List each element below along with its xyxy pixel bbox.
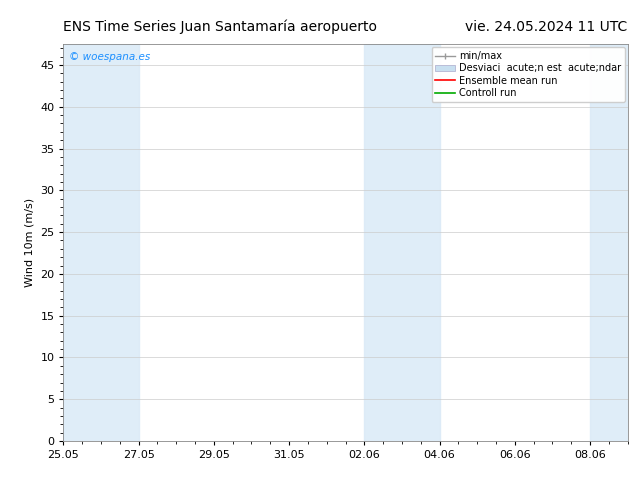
Bar: [590, 44, 628, 441]
Text: vie. 24.05.2024 11 UTC: vie. 24.05.2024 11 UTC: [465, 20, 628, 34]
Legend: min/max, Desviaci  acute;n est  acute;ndar, Ensemble mean run, Controll run: min/max, Desviaci acute;n est acute;ndar…: [432, 47, 624, 102]
Text: © woespana.es: © woespana.es: [69, 52, 150, 62]
Bar: [365, 44, 439, 441]
Bar: [63, 44, 139, 441]
Y-axis label: Wind 10m (m/s): Wind 10m (m/s): [25, 198, 35, 287]
Text: ENS Time Series Juan Santamaría aeropuerto: ENS Time Series Juan Santamaría aeropuer…: [63, 20, 377, 34]
